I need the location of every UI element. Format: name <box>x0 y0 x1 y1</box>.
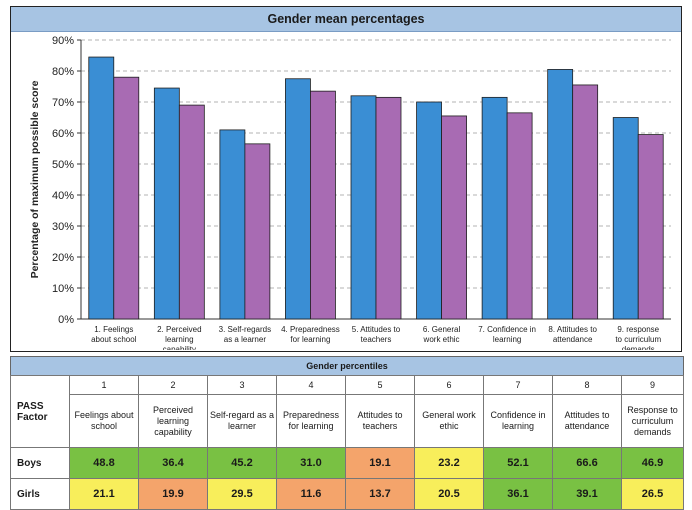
bar-series-1 <box>88 56 115 320</box>
table-cell: 19.9 <box>138 478 208 510</box>
col-label: General work ethic <box>414 394 484 448</box>
bar-series-1 <box>153 87 180 320</box>
bar-series-2 <box>572 84 599 320</box>
x-category-label: 1. Feelings <box>94 325 133 334</box>
y-tick-label: 60% <box>52 128 74 140</box>
col-num: 5 <box>345 375 415 395</box>
col-num: 2 <box>138 375 208 395</box>
table-cell: 45.2 <box>207 447 277 479</box>
x-category-label: as a learner <box>224 335 267 344</box>
table-cell: 11.6 <box>276 478 346 510</box>
bar-series-1 <box>285 78 311 320</box>
row-label: Girls <box>10 478 70 510</box>
y-tick-label: 50% <box>52 159 74 171</box>
bar-series-2 <box>310 90 336 320</box>
table-cell: 23.2 <box>414 447 484 479</box>
x-category-label: 9. response <box>617 325 659 334</box>
x-category-label: 5. Attitudes to <box>352 325 401 334</box>
x-category-label: learning <box>493 335 521 344</box>
col-label: Attitudes to teachers <box>345 394 415 448</box>
table-cell: 48.8 <box>69 447 139 479</box>
col-label: Confidence in learning <box>483 394 553 448</box>
x-category-label: teachers <box>361 335 392 344</box>
table-cell: 29.5 <box>207 478 277 510</box>
table-number-row: PASS Factor 1 2 3 4 5 6 7 8 9 <box>10 375 684 448</box>
col-num: 6 <box>414 375 484 395</box>
col-num: 8 <box>552 375 622 395</box>
table-cell: 19.1 <box>345 447 415 479</box>
table-cell: 20.5 <box>414 478 484 510</box>
y-tick-label: 90% <box>52 35 74 47</box>
y-tick-label: 0% <box>58 314 74 326</box>
x-category-label: 2. Perceived <box>157 325 201 334</box>
table-row-girls: Girls 21.1 19.9 29.5 11.6 13.7 20.5 36.1… <box>10 478 684 510</box>
y-tick-label: 10% <box>52 283 74 295</box>
table-cell: 26.5 <box>621 478 684 510</box>
table-cell: 52.1 <box>483 447 553 479</box>
bar-series-1 <box>350 95 377 320</box>
col-label: Feelings about school <box>69 394 139 448</box>
y-tick-label: 80% <box>52 66 74 78</box>
chart-title: Gender mean percentages <box>11 7 681 32</box>
x-category-label: for learning <box>290 335 330 344</box>
col-num: 9 <box>621 375 684 395</box>
x-category-label: about school <box>91 335 137 344</box>
col-num: 7 <box>483 375 553 395</box>
table-label-row: Feelings about school Perceived learning… <box>11 394 684 448</box>
y-tick-label: 20% <box>52 252 74 264</box>
x-category-label: attendance <box>553 335 593 344</box>
x-category-label: work ethic <box>423 335 460 344</box>
bar-series-1 <box>547 69 574 320</box>
x-category-label: 8. Attitudes to <box>548 325 597 334</box>
x-category-label: capability <box>163 345 196 350</box>
col-label: Preparedness for learning <box>276 394 346 448</box>
pass-factor-label: PASS Factor <box>10 375 70 448</box>
bar-series-2 <box>244 143 271 320</box>
col-label: Perceived learning capability <box>138 394 208 448</box>
table-cell: 39.1 <box>552 478 622 510</box>
col-label: Self-regard as a learner <box>207 394 277 448</box>
bar-series-2 <box>375 96 402 320</box>
y-tick-label: 70% <box>52 97 74 109</box>
x-category-label: 7. Confidence in <box>478 325 536 334</box>
bar-series-1 <box>481 96 508 320</box>
bar-series-2 <box>506 112 533 320</box>
table-title: Gender percentiles <box>10 356 684 375</box>
bar-series-2 <box>178 104 205 320</box>
y-axis-label: Percentage of maximum possible score <box>29 80 41 278</box>
col-label: Attitudes to attendance <box>552 394 622 448</box>
bar-series-2 <box>441 115 467 320</box>
table-cell: 21.1 <box>69 478 139 510</box>
y-tick-label: 30% <box>52 221 74 233</box>
y-tick-label: 40% <box>52 190 74 202</box>
col-num: 4 <box>276 375 346 395</box>
bar-series-2 <box>637 134 664 320</box>
percentiles-table: PASS Factor 1 2 3 4 5 6 7 8 9 Feelings a… <box>10 375 684 510</box>
table-row-boys: Boys 48.8 36.4 45.2 31.0 19.1 23.2 52.1 … <box>10 447 684 479</box>
x-category-label: 6. General <box>423 325 461 334</box>
bar-series-1 <box>612 117 639 320</box>
table-cell: 36.1 <box>483 478 553 510</box>
bar-series-1 <box>416 101 442 320</box>
table-cell: 13.7 <box>345 478 415 510</box>
row-label: Boys <box>10 447 70 479</box>
x-category-label: 3. Self-regards <box>219 325 271 334</box>
bar-chart: 0% 10% 20% 30% 40% 50% 60% 70% 80% 90% Percentage … <box>29 35 671 350</box>
table-cell: 66.6 <box>552 447 622 479</box>
chart-panel: Gender mean percentages 0% 10% 20% 30% 40% 50… <box>10 6 682 352</box>
table-cell: 46.9 <box>621 447 684 479</box>
x-category-label: demands <box>622 345 655 350</box>
table-cell: 31.0 <box>276 447 346 479</box>
col-num: 3 <box>207 375 277 395</box>
x-category-label: 4. Preparedness <box>281 325 340 334</box>
bar-series-1 <box>219 129 246 320</box>
x-category-label: to curriculum <box>615 335 661 344</box>
table-cell: 36.4 <box>138 447 208 479</box>
col-label: Response to curriculum demands <box>621 394 684 448</box>
x-category-label: learning <box>165 335 193 344</box>
col-num: 1 <box>69 375 139 395</box>
bar-series-2 <box>113 76 140 320</box>
